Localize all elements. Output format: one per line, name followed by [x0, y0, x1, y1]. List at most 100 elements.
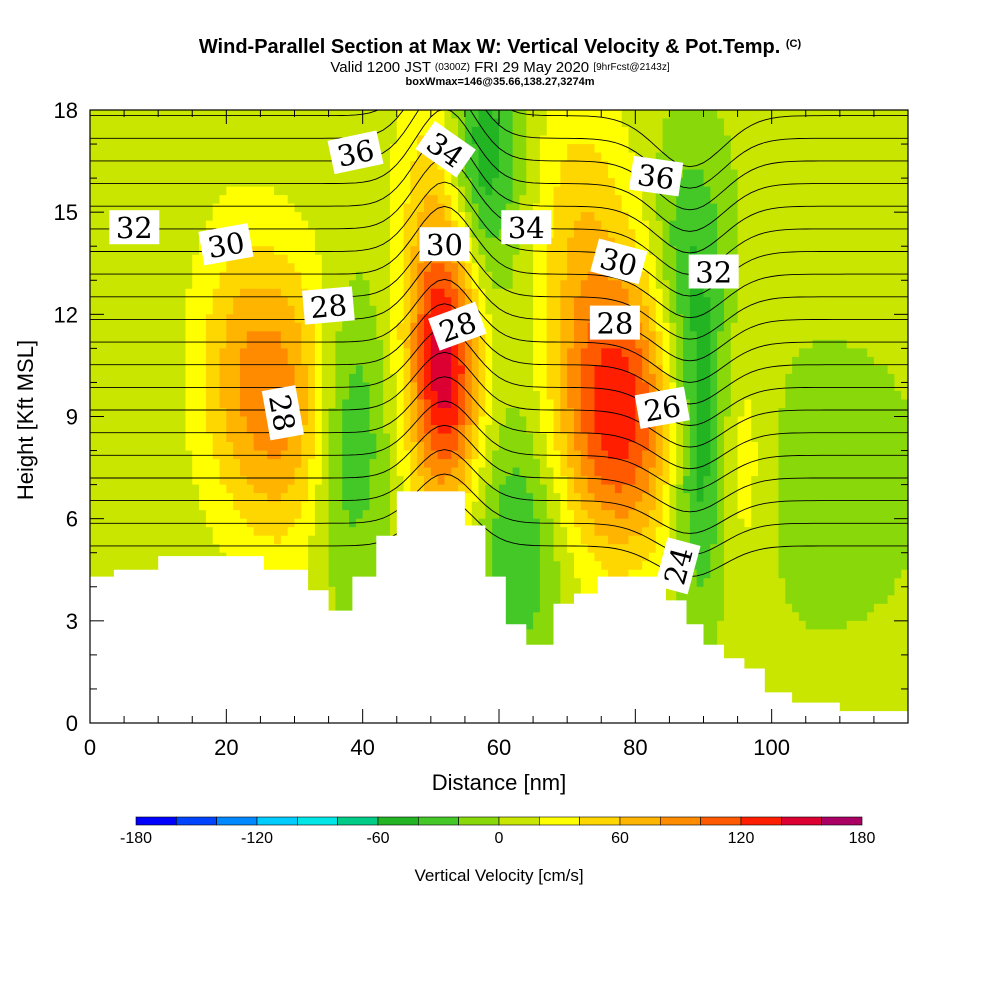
velocity-cell	[642, 365, 650, 375]
velocity-cell	[314, 212, 323, 222]
velocity-cell	[158, 118, 166, 128]
velocity-cell	[594, 399, 602, 409]
velocity-cell	[730, 433, 739, 443]
velocity-cell	[805, 399, 814, 409]
velocity-cell	[124, 399, 132, 409]
velocity-cell	[362, 322, 371, 332]
velocity-cell	[492, 135, 500, 145]
velocity-cell	[90, 161, 98, 171]
velocity-cell	[553, 280, 561, 290]
velocity-cell	[580, 220, 589, 230]
velocity-cell	[124, 339, 132, 349]
velocity-cell	[846, 365, 855, 375]
velocity-cell	[730, 416, 739, 426]
velocity-cell	[342, 390, 350, 401]
velocity-cell	[533, 135, 541, 145]
velocity-cell	[246, 331, 255, 341]
velocity-cell	[812, 178, 820, 188]
velocity-cell	[308, 186, 316, 196]
velocity-cell	[867, 254, 875, 264]
velocity-cell	[614, 390, 623, 401]
velocity-cell	[519, 152, 527, 162]
velocity-cell	[744, 407, 752, 418]
velocity-cell	[628, 195, 636, 205]
velocity-cell	[499, 110, 507, 120]
velocity-cell	[594, 348, 602, 358]
velocity-cell	[505, 203, 514, 213]
velocity-cell	[389, 382, 398, 392]
velocity-cell	[798, 169, 807, 179]
velocity-cell	[894, 305, 902, 315]
velocity-cell	[880, 246, 889, 256]
velocity-cell	[901, 339, 908, 349]
velocity-cell	[478, 110, 486, 120]
velocity-cell	[860, 118, 868, 128]
velocity-cell	[587, 118, 596, 128]
velocity-cell	[376, 229, 384, 239]
velocity-cell	[853, 254, 861, 264]
velocity-cell	[444, 365, 452, 375]
velocity-cell	[587, 237, 596, 247]
velocity-cell	[901, 220, 908, 230]
velocity-cell	[778, 339, 786, 349]
velocity-cell	[485, 425, 493, 435]
velocity-cell	[505, 161, 514, 171]
velocity-cell	[96, 110, 105, 120]
velocity-cell	[833, 442, 841, 452]
velocity-cell	[308, 118, 316, 128]
velocity-cell	[362, 110, 371, 120]
velocity-cell	[430, 450, 439, 460]
velocity-cell	[764, 127, 773, 137]
velocity-cell	[887, 161, 895, 171]
velocity-cell	[512, 459, 521, 469]
velocity-cell	[792, 365, 800, 375]
velocity-cell	[458, 450, 466, 460]
velocity-cell	[369, 212, 377, 222]
velocity-cell	[342, 322, 350, 332]
velocity-cell	[376, 271, 384, 281]
velocity-cell	[751, 382, 759, 392]
velocity-cell	[553, 263, 561, 273]
velocity-cell	[103, 280, 112, 290]
velocity-cell	[362, 169, 371, 179]
velocity-cell	[567, 339, 575, 349]
velocity-cell	[696, 314, 705, 324]
velocity-cell	[342, 373, 350, 384]
velocity-cell	[355, 271, 364, 281]
velocity-cell	[90, 433, 98, 443]
velocity-cell	[846, 288, 855, 298]
velocity-cell	[539, 365, 548, 375]
velocity-cell	[205, 356, 214, 367]
velocity-cell	[199, 407, 207, 418]
velocity-cell	[260, 348, 268, 358]
velocity-cell	[301, 203, 309, 213]
velocity-cell	[853, 161, 861, 171]
velocity-cell	[703, 314, 711, 324]
velocity-cell	[233, 305, 241, 315]
velocity-cell	[260, 237, 268, 247]
velocity-cell	[171, 365, 180, 375]
velocity-cell	[764, 186, 773, 196]
velocity-cell	[526, 271, 534, 281]
velocity-cell	[683, 322, 691, 332]
velocity-cell	[267, 459, 275, 469]
velocity-cell	[103, 135, 112, 145]
velocity-cell	[492, 442, 500, 452]
velocity-cell	[587, 450, 596, 460]
velocity-cell	[205, 288, 214, 298]
velocity-cell	[683, 331, 691, 341]
velocity-cell	[239, 416, 248, 426]
velocity-cell	[410, 433, 418, 443]
velocity-cell	[778, 356, 786, 367]
velocity-cell	[492, 246, 500, 256]
velocity-cell	[233, 459, 241, 469]
velocity-cell	[185, 314, 193, 324]
velocity-cell	[103, 195, 112, 205]
velocity-cell	[894, 348, 902, 358]
velocity-cell	[478, 203, 486, 213]
velocity-cell	[703, 297, 711, 307]
velocity-cell	[287, 322, 296, 332]
velocity-cell	[355, 433, 364, 443]
velocity-cell	[417, 390, 425, 401]
velocity-cell	[96, 271, 105, 281]
